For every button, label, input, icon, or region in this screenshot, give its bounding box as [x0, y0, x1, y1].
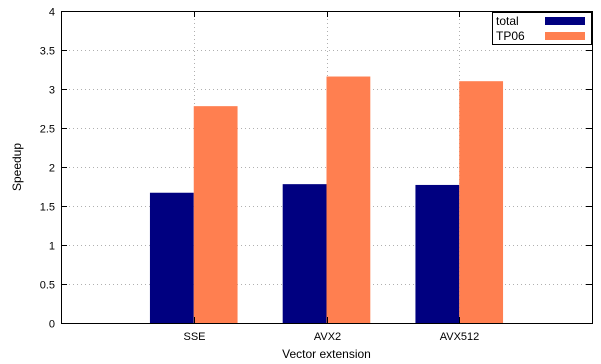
bar-total-sse [149, 192, 194, 323]
y-tick-label: 0.5 [40, 280, 55, 292]
y-tick-label: 3.5 [40, 46, 55, 58]
y-tick-label: 1 [49, 241, 55, 253]
bar-tp06-sse [193, 106, 238, 323]
y-tick-label: 3 [49, 85, 55, 97]
y-tick-label: 4 [49, 7, 55, 19]
y-axis-ticks: 0 0.5 1 1.5 2 2.5 3 3.5 4 [40, 7, 592, 331]
y-axis-title: Speedup [10, 143, 24, 191]
y-tick-label: 2 [49, 163, 55, 175]
x-tick-label: SSE [183, 331, 205, 343]
x-axis-ticks: SSE AVX2 AVX512 [183, 11, 479, 343]
legend-label: TP06 [496, 29, 525, 43]
legend-swatch [545, 17, 585, 25]
bars [149, 76, 504, 324]
legend-label: total [496, 14, 519, 28]
y-tick-label: 2.5 [40, 124, 55, 136]
y-tick-label: 0 [49, 319, 55, 331]
x-axis-title: Vector extension [282, 347, 371, 361]
legend-swatch [545, 32, 585, 40]
x-tick-label: AVX512 [440, 331, 480, 343]
x-tick-label: AVX2 [314, 331, 341, 343]
bar-total-avx2 [282, 184, 327, 323]
bar-tp06-avx512 [459, 81, 504, 323]
bar-total-avx512 [415, 184, 460, 323]
y-tick-label: 1.5 [40, 202, 55, 214]
bar-tp06-avx2 [326, 76, 371, 324]
